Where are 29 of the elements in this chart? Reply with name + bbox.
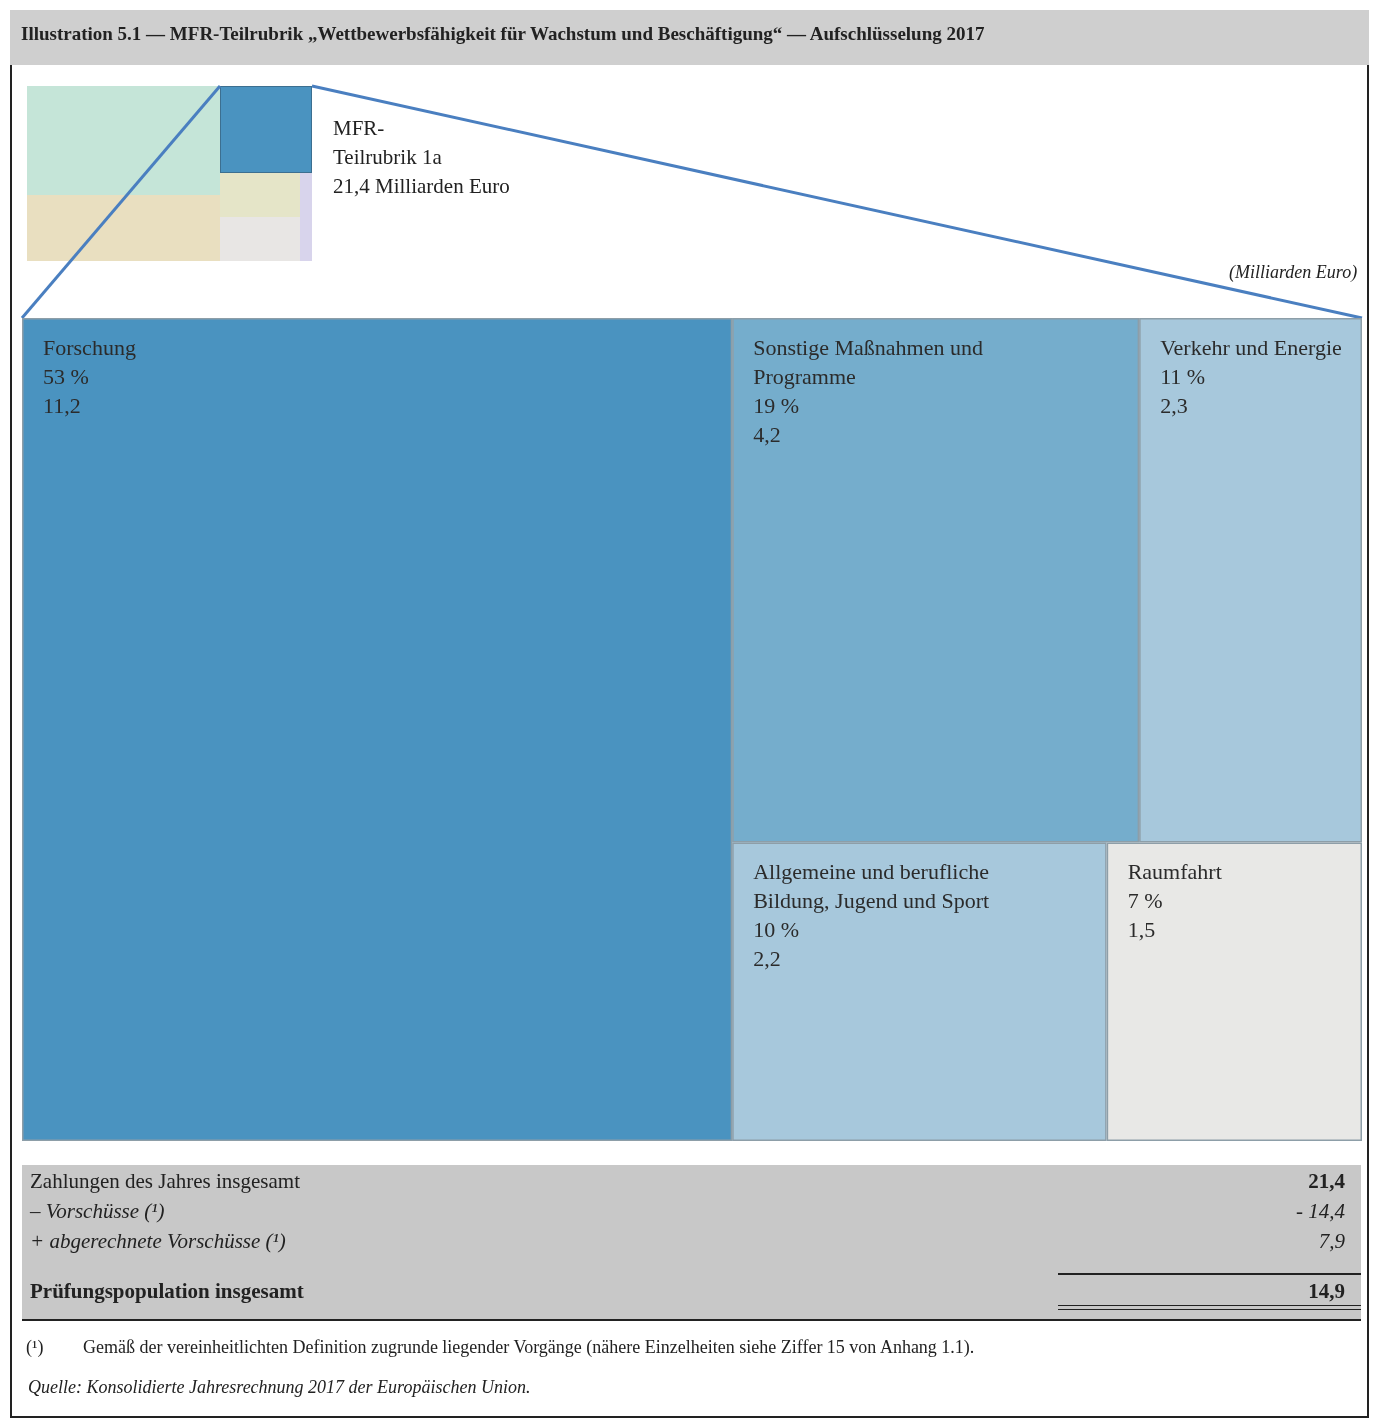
data-label: 7 % [1127, 888, 1163, 914]
text: – Vorschüsse (¹) [30, 1199, 165, 1224]
data-label: 1,5 [1127, 917, 1156, 943]
data-label: 11 % [1160, 364, 1206, 389]
text: + abgerechnete Vorschüsse (¹) [30, 1229, 286, 1254]
data-label: 19 % [753, 393, 800, 418]
text: 21,4 [1307, 1169, 1345, 1194]
text: MFR- Teilrubrik 1a 21,4 Milliarden Euro [333, 115, 510, 200]
category-label: Verkehr und Energie [1160, 335, 1342, 360]
category-label: Forschung [43, 335, 136, 360]
text: - 14,4 [1295, 1199, 1345, 1224]
category-label: Raumfahrt [1127, 859, 1222, 885]
data-label: 53 % [43, 364, 89, 389]
data-label: 10 % [753, 917, 800, 943]
category-label: Allgemeine und berufliche Bildung, Jugend und Sport [753, 859, 990, 914]
data-label: 4,2 [753, 422, 781, 447]
text: Illustration 5.1 — MFR-Teilrubrik „Wettbewerbsfähigkeit für Wachstum und Beschäftigung“ — Aufschlüsselung 2017 [10, 10, 1369, 65]
text: Zahlungen des Jahres insgesamt [30, 1169, 301, 1194]
source-note: Quelle: Konsolidierte Jahresrechnung 2017 der Europäischen Union. [28, 1377, 531, 1398]
text: 7,9 [1317, 1229, 1345, 1254]
text: (Milliarden Euro) [1229, 262, 1358, 283]
text: Gemäß der vereinheitlichten Definition zugrunde liegender Vorgänge (nähere Einzelheiten siehe Ziffer 15 von Anhang 1.1). [83, 1337, 975, 1358]
text: 14,9 [1307, 1279, 1345, 1304]
text: Prüfungspopulation insgesamt [30, 1279, 304, 1304]
data-label: 2,3 [1160, 393, 1188, 418]
text: (¹) [26, 1337, 44, 1358]
category-label: Sonstige Maßnahmen und Programme [753, 335, 983, 389]
data-label: 2,2 [753, 946, 781, 972]
data-label: 11,2 [43, 393, 81, 418]
